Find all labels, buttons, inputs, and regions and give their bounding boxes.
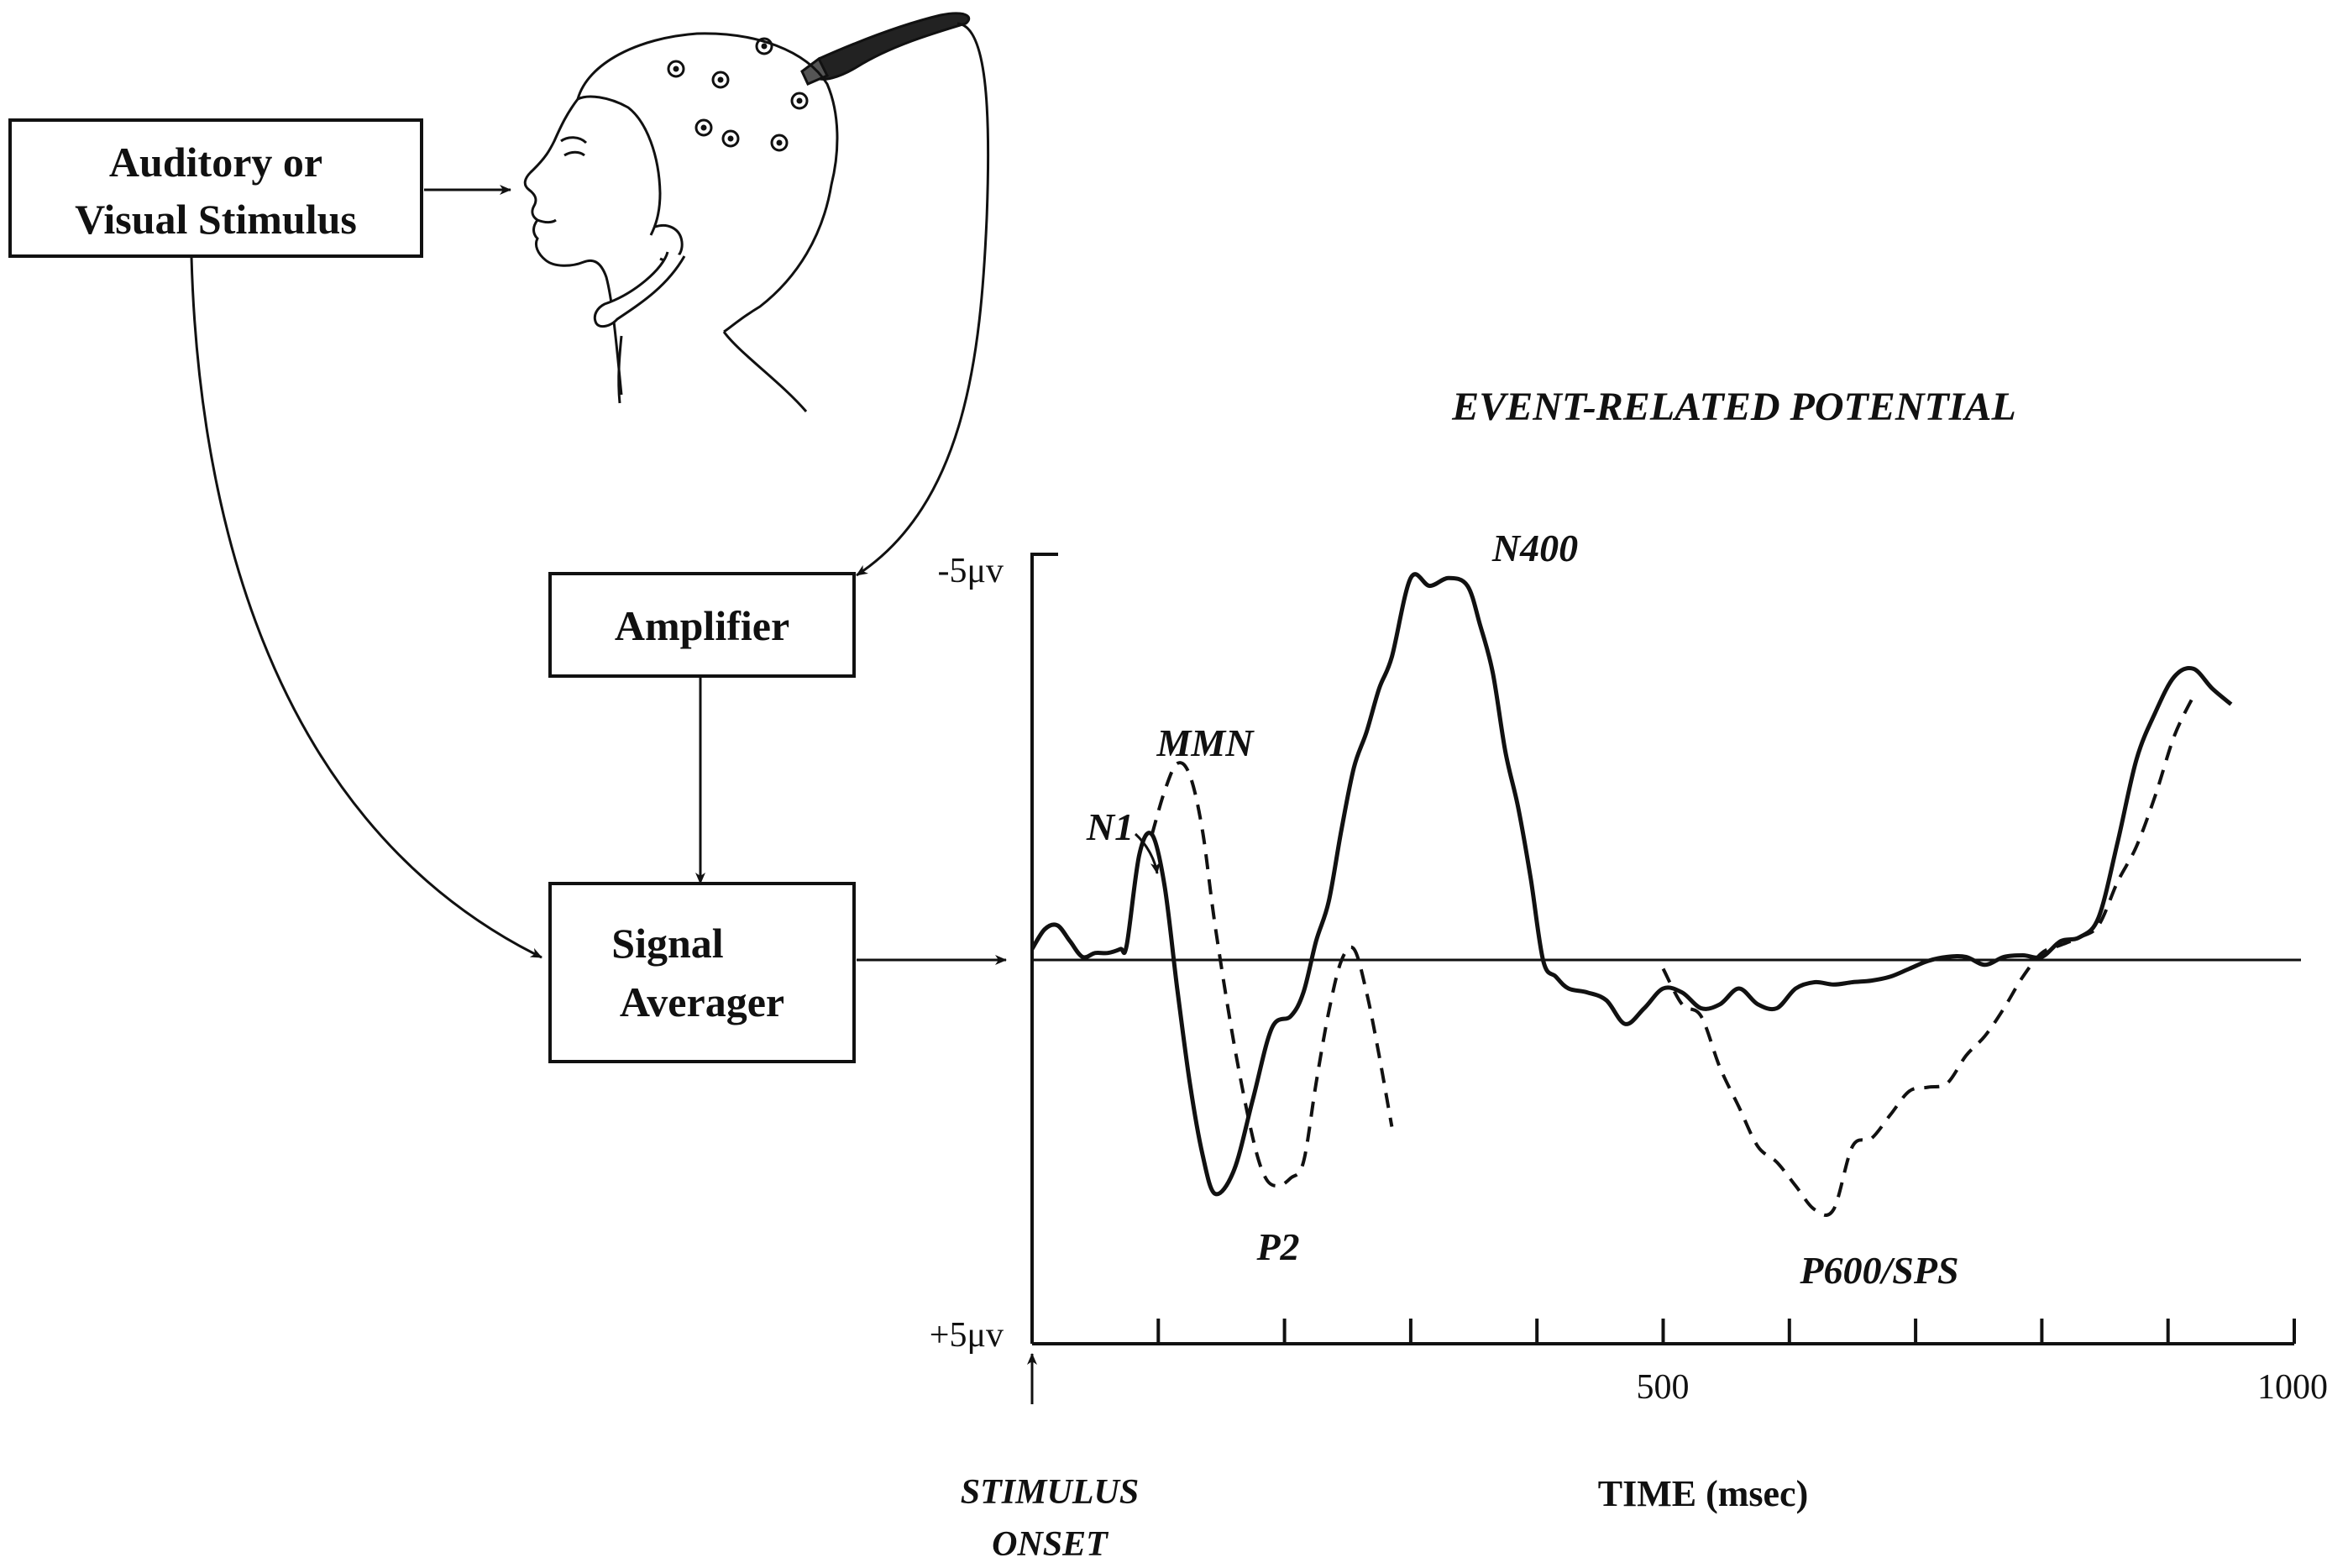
y-tick-label-bottom: +5μv (930, 1316, 1004, 1355)
eeg-cap-head-icon (523, 12, 971, 412)
erp-plot: EVENT-RELATED POTENTIAL -5μv +5μv 500 10… (930, 385, 2328, 1564)
averager-box-line1: Signal (611, 920, 724, 967)
x-tick-label-500: 500 (1637, 1368, 1690, 1407)
erp-waveform-solid (1030, 572, 2233, 1197)
stimulus-to-averager-arrow (190, 256, 542, 959)
erp-waveform-dashed (1150, 695, 2195, 1217)
label-n400: N400 (1491, 527, 1578, 569)
head-to-amplifier-arrow (856, 22, 990, 577)
stimulus-onset-line1: STIMULUS (961, 1473, 1139, 1512)
averager-box-line2: Averager (620, 978, 784, 1025)
amplifier-box: Amplifier (548, 572, 856, 678)
label-p2: P2 (1255, 1225, 1299, 1268)
n1-pointer-arrow (1134, 832, 1161, 874)
y-tick-label-top: -5μv (937, 552, 1004, 590)
signal-averager-box: Signal Averager (548, 882, 856, 1063)
label-mmn: MMN (1156, 721, 1255, 764)
amplifier-box-label: Amplifier (615, 602, 789, 649)
x-tick-label-1000: 1000 (2257, 1368, 2328, 1407)
stimulus-box-line1: Auditory or (109, 139, 322, 186)
stimulus-box: Auditory or Visual Stimulus (8, 118, 423, 258)
stimulus-box-line2: Visual Stimulus (75, 196, 357, 243)
label-n1: N1 (1086, 805, 1134, 848)
plot-title: EVENT-RELATED POTENTIAL (1451, 385, 2016, 429)
stimulus-onset-line2: ONSET (992, 1525, 1109, 1564)
x-ticks (1156, 1319, 2296, 1344)
x-axis-title: TIME (msec) (1598, 1473, 1809, 1514)
label-p600-sps: P600/SPS (1799, 1249, 1958, 1292)
